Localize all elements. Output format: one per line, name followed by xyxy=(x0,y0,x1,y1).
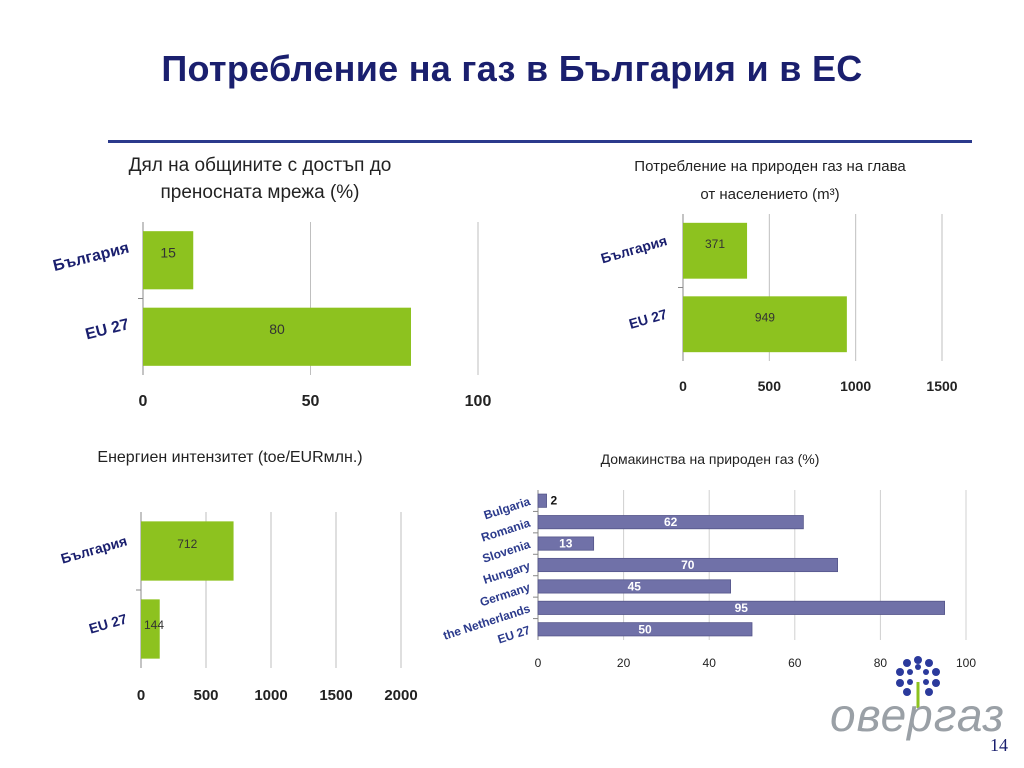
chart-1-value-label: 80 xyxy=(269,321,285,337)
chart-2-tick-label: 1500 xyxy=(926,378,957,394)
chart-1-tick-label: 100 xyxy=(465,393,492,410)
chart-1-tick-label: 0 xyxy=(139,393,148,410)
chart-3-tick-label: 1500 xyxy=(319,687,352,704)
chart-1-value-label: 15 xyxy=(160,244,176,260)
chart-2-bar xyxy=(683,222,748,279)
chart-3-tick-label: 2000 xyxy=(384,687,417,704)
chart-1-category-label: EU 27 xyxy=(84,316,131,343)
chart-1-title: Дял на общините с достъп до преносната м… xyxy=(100,152,420,206)
chart-4-value-label: 70 xyxy=(681,558,695,572)
chart-1-tick-label: 50 xyxy=(302,393,320,410)
chart-4-bar xyxy=(537,622,753,637)
chart-4-tick-label: 0 xyxy=(535,656,542,670)
overgas-flower-icon xyxy=(896,656,940,708)
chart-4-bar xyxy=(537,600,946,615)
chart-4-title: Домакинства на природен газ (%) xyxy=(560,449,860,469)
chart-4-value-label: 45 xyxy=(628,579,642,593)
chart-2-category-label: България xyxy=(599,232,669,266)
chart-4-value-label: 2 xyxy=(551,494,558,508)
chart-2-bar xyxy=(683,296,847,353)
chart-4-value-label: 13 xyxy=(559,537,573,551)
chart-2-value-label: 371 xyxy=(705,237,725,251)
chart-2-title-line-1: Потребление на природен газ на глава xyxy=(634,158,906,175)
title-divider xyxy=(108,140,972,143)
chart-4-bar xyxy=(537,493,547,508)
chart-2-value-label: 949 xyxy=(755,311,775,325)
chart-1-bar xyxy=(143,307,411,366)
chart-4-tick-label: 100 xyxy=(956,656,976,670)
chart-3-category-label: България xyxy=(59,533,129,567)
chart-2-tick-label: 500 xyxy=(758,378,782,394)
chart-4-title-line-1: Домакинства на природен газ (%) xyxy=(600,451,820,467)
chart-4-bar xyxy=(537,515,804,530)
chart-3-value-label: 144 xyxy=(144,618,164,632)
chart-4-tick-label: 40 xyxy=(703,656,717,670)
chart-3-tick-label: 1000 xyxy=(254,687,287,704)
slide-title: Потребление на газ в България и в ЕС xyxy=(161,48,863,89)
chart-4-bar xyxy=(537,536,595,551)
chart-3-title-line-1: Енергиен интензитет (toe/EURмлн.) xyxy=(97,449,363,466)
chart-3-value-label: 712 xyxy=(177,537,197,551)
chart-3-tick-label: 0 xyxy=(137,687,145,704)
chart-4-value-label: 50 xyxy=(638,622,652,636)
chart-3-category-label: EU 27 xyxy=(87,610,129,636)
chart-2-category-label: EU 27 xyxy=(627,306,669,332)
chart-4-value-label: 62 xyxy=(664,515,678,529)
chart-4-category-label: EU 27 xyxy=(496,623,532,647)
chart-4-tick-label: 80 xyxy=(874,656,888,670)
chart-3-bar xyxy=(141,599,160,659)
chart-1-title-line-1: Дял на общините с достъп до xyxy=(128,155,392,176)
chart-4-value-label: 95 xyxy=(735,601,749,615)
page-number: 14 xyxy=(990,735,1008,755)
chart-4-bar xyxy=(537,579,732,594)
overgas-logo-text: овергаз xyxy=(830,689,1005,741)
chart-4-tick-label: 60 xyxy=(788,656,802,670)
chart-1-category-label: България xyxy=(51,240,131,275)
chart-2-tick-label: 0 xyxy=(679,378,687,394)
chart-3-bar xyxy=(141,521,234,581)
chart-4-bar xyxy=(537,557,839,573)
chart-2-title-line-2: от населението (m³) xyxy=(700,186,840,203)
chart-3-tick-label: 500 xyxy=(193,687,218,704)
chart-1-title-line-2: преносната мрежа (%) xyxy=(160,182,360,203)
chart-2-title: Потребление на природен газ на глава от … xyxy=(585,153,955,209)
chart-2-tick-label: 1000 xyxy=(840,378,871,394)
chart-4-tick-label: 20 xyxy=(617,656,631,670)
chart-1-bar xyxy=(143,231,194,290)
chart-3-title: Енергиен интензитет (toe/EURмлн.) xyxy=(60,447,400,469)
